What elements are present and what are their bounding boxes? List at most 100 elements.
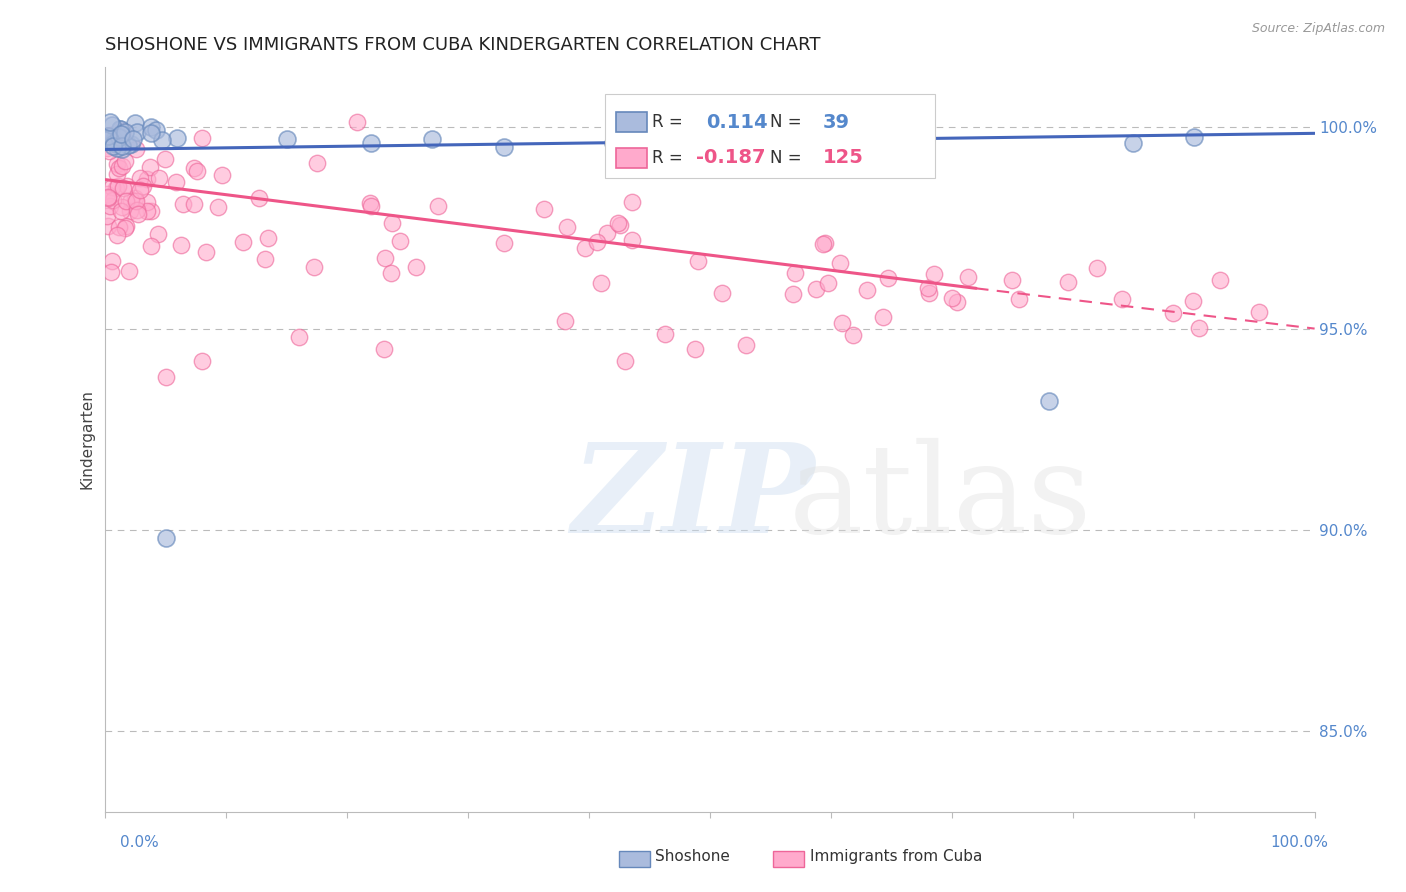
Point xyxy=(856,134,879,148)
Point xyxy=(183,161,205,175)
Point xyxy=(150,133,173,147)
Point xyxy=(111,139,134,153)
Point xyxy=(589,276,612,290)
Point xyxy=(104,181,127,195)
Point xyxy=(288,329,311,343)
Point xyxy=(654,327,676,342)
Point xyxy=(98,130,121,145)
Point xyxy=(190,131,212,145)
Text: 0.114: 0.114 xyxy=(706,112,768,132)
Point xyxy=(359,196,381,211)
Point xyxy=(683,342,706,356)
Point xyxy=(139,160,162,174)
Point xyxy=(111,200,134,214)
Point xyxy=(110,203,132,218)
Point xyxy=(1111,292,1133,306)
Point xyxy=(100,128,122,142)
Point xyxy=(120,193,142,207)
Point xyxy=(872,310,894,325)
Point xyxy=(735,337,758,351)
Point xyxy=(621,194,644,209)
Text: 39: 39 xyxy=(823,112,849,132)
Point xyxy=(101,118,124,132)
Point xyxy=(759,138,782,153)
Point xyxy=(125,142,148,156)
Point xyxy=(1182,130,1205,145)
Point xyxy=(111,142,134,156)
Text: atlas: atlas xyxy=(789,438,1092,559)
Point xyxy=(107,128,129,143)
Point xyxy=(148,170,170,185)
Point xyxy=(711,285,734,300)
Point xyxy=(1001,273,1024,287)
Point xyxy=(103,136,125,150)
Point xyxy=(183,197,205,211)
Point xyxy=(124,116,146,130)
Point xyxy=(117,138,139,153)
Point xyxy=(118,203,141,218)
Point xyxy=(114,154,136,169)
Point xyxy=(115,178,138,193)
Point xyxy=(191,353,214,368)
Point xyxy=(107,130,129,145)
Point xyxy=(785,266,807,280)
Point xyxy=(876,271,898,285)
Point xyxy=(172,196,194,211)
Point xyxy=(105,167,128,181)
Point xyxy=(124,191,146,205)
Point xyxy=(166,176,188,190)
Point xyxy=(1008,292,1031,306)
Point xyxy=(107,227,129,242)
Point xyxy=(1057,275,1080,289)
Point xyxy=(110,122,132,136)
Text: 100.0%: 100.0% xyxy=(1271,836,1329,850)
Point xyxy=(211,168,233,182)
Text: R =: R = xyxy=(652,149,683,167)
Point xyxy=(302,260,325,274)
Point xyxy=(831,317,853,331)
Point xyxy=(112,123,135,137)
Point xyxy=(114,221,136,235)
Point xyxy=(115,219,138,234)
Point xyxy=(100,265,122,279)
Point xyxy=(360,136,382,151)
Point xyxy=(98,144,121,158)
Point xyxy=(139,204,162,219)
Point xyxy=(153,152,176,166)
Point xyxy=(97,219,120,234)
Point xyxy=(166,130,188,145)
Point xyxy=(360,199,382,213)
Point xyxy=(107,161,129,176)
Point xyxy=(596,226,619,240)
Point xyxy=(139,239,162,253)
Text: 125: 125 xyxy=(823,148,863,168)
Point xyxy=(96,141,118,155)
Point xyxy=(555,220,578,235)
Text: Immigrants from Cuba: Immigrants from Cuba xyxy=(810,849,983,863)
Point xyxy=(620,234,643,248)
Point xyxy=(108,219,131,234)
Point xyxy=(145,123,167,137)
Point xyxy=(256,230,278,244)
Point xyxy=(141,120,163,134)
Point xyxy=(586,235,609,249)
Point xyxy=(276,132,298,146)
Point xyxy=(830,256,852,270)
Point xyxy=(132,178,155,193)
Point xyxy=(247,191,270,205)
Point xyxy=(1181,294,1204,309)
Point xyxy=(135,204,157,219)
Point xyxy=(405,260,427,275)
Point xyxy=(100,254,122,268)
Point xyxy=(856,283,879,297)
Point xyxy=(101,138,124,153)
Point xyxy=(373,342,395,356)
Text: ZIP: ZIP xyxy=(571,438,814,559)
Point xyxy=(945,294,967,309)
Point xyxy=(100,115,122,129)
Point xyxy=(494,140,516,154)
Point xyxy=(127,202,149,217)
Point xyxy=(607,216,630,230)
Point xyxy=(129,170,152,185)
Point xyxy=(98,131,121,145)
